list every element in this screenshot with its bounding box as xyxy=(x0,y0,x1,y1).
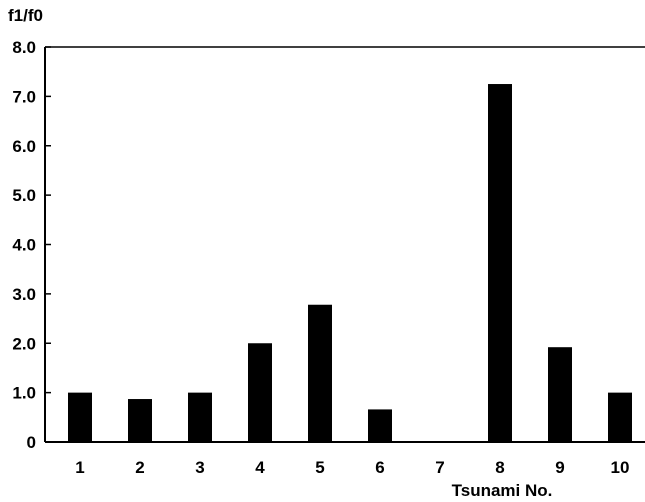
x-ticks: 1 2 3 4 5 6 7 8 9 10 xyxy=(75,458,629,477)
x-axis-label: Tsunami No. xyxy=(452,481,553,500)
bar-9 xyxy=(548,347,572,442)
y-tick-label: 3.0 xyxy=(12,285,36,304)
y-tick-label: 5.0 xyxy=(12,186,36,205)
x-tick-label: 3 xyxy=(195,458,204,477)
x-tick-label: 10 xyxy=(611,458,630,477)
x-tick-label: 6 xyxy=(375,458,384,477)
bar-6 xyxy=(368,409,392,442)
bar-1 xyxy=(68,392,92,442)
y-tick-label: 8.0 xyxy=(12,38,36,57)
x-tick-label: 5 xyxy=(315,458,324,477)
x-tick-label: 4 xyxy=(255,458,265,477)
y-tick-label: 0 xyxy=(27,433,36,452)
x-tick-label: 2 xyxy=(135,458,144,477)
bar-8 xyxy=(488,84,512,442)
y-ticks: 0 1.0 2.0 3.0 4.0 5.0 6.0 7.0 8.0 xyxy=(12,38,51,452)
y-tick-label: 4.0 xyxy=(12,236,36,255)
x-tick-label: 7 xyxy=(435,458,444,477)
x-tick-label: 8 xyxy=(495,458,504,477)
x-tick-label: 1 xyxy=(75,458,84,477)
bar-5 xyxy=(308,304,332,442)
bar-10 xyxy=(608,392,632,442)
y-tick-label: 7.0 xyxy=(12,87,36,106)
bar-4 xyxy=(248,343,272,442)
y-tick-label: 6.0 xyxy=(12,137,36,156)
x-tick-label: 9 xyxy=(555,458,564,477)
bar-3 xyxy=(188,392,212,442)
bars xyxy=(68,84,632,442)
bar-2 xyxy=(128,399,152,442)
y-tick-label: 1.0 xyxy=(12,384,36,403)
y-tick-label: 2.0 xyxy=(12,334,36,353)
y-axis-label: f1/f0 xyxy=(8,6,43,25)
